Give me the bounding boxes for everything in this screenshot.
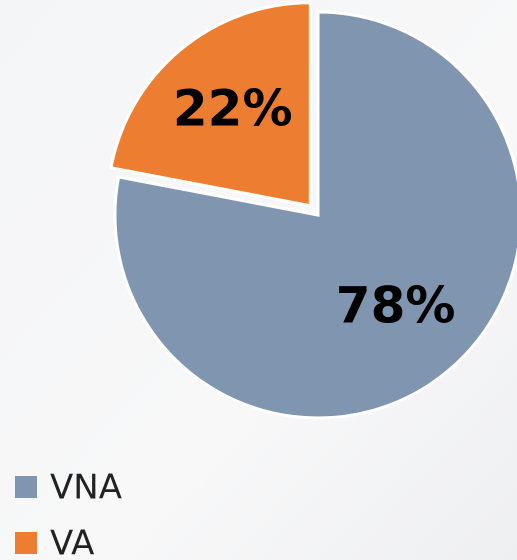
- chart: 78% 22% VNA VA: [0, 0, 517, 560]
- data-label: 78%: [336, 276, 456, 334]
- legend-label: VNA: [50, 468, 122, 508]
- data-label: 22%: [173, 79, 293, 137]
- page: 78%22%VNAVA (() => { const data = JSON.p…: [0, 0, 517, 560]
- legend-swatch: [15, 532, 37, 554]
- legend-label: VA: [50, 524, 94, 560]
- legend-swatch: [15, 476, 37, 498]
